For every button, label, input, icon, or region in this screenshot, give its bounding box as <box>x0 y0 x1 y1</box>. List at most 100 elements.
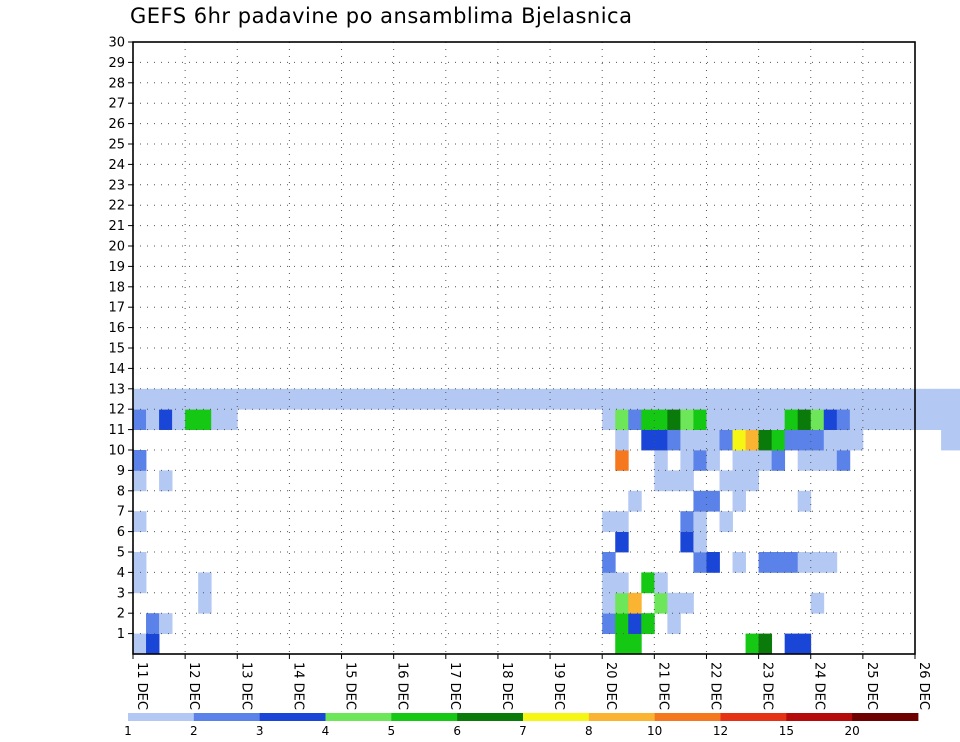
colorbar-label: 3 <box>256 724 264 738</box>
heatmap-cell <box>823 409 838 430</box>
heatmap-cell <box>915 409 929 430</box>
heatmap-cell <box>615 409 629 430</box>
y-tick-label: 25 <box>108 138 125 153</box>
y-tick-label: 12 <box>108 403 125 418</box>
heatmap-cell <box>745 409 759 430</box>
colorbar-swatch <box>588 713 656 721</box>
heatmap-cell <box>341 388 355 410</box>
heatmap-cell <box>654 470 668 492</box>
heatmap-cell <box>615 511 629 532</box>
y-tick-label: 7 <box>117 505 125 520</box>
y-tick-label: 4 <box>117 566 125 581</box>
x-tick-label: 24 DEC <box>812 662 827 710</box>
heatmap-cell <box>784 552 799 573</box>
heatmap-cell <box>615 613 629 634</box>
heatmap-cell <box>615 429 629 451</box>
heatmap-cell <box>797 490 812 512</box>
colorbar-label: 15 <box>779 724 794 738</box>
x-tick-label: 20 DEC <box>603 662 618 710</box>
y-tick-label: 2 <box>117 607 125 622</box>
heatmap-cell <box>654 572 668 594</box>
heatmap-cell <box>954 429 960 451</box>
heatmap-cell <box>849 429 864 451</box>
heatmap-cell <box>732 409 746 430</box>
colorbar-label: 6 <box>453 724 461 738</box>
x-tick-label: 21 DEC <box>655 662 670 710</box>
heatmap-cell <box>771 388 786 410</box>
heatmap-cell <box>888 409 903 430</box>
heatmap-cell <box>628 613 642 634</box>
heatmap-cell <box>654 388 668 410</box>
y-tick-label: 17 <box>108 301 125 316</box>
heatmap-cell <box>875 409 890 430</box>
x-tick-label: 17 DEC <box>447 662 462 710</box>
heatmap-cell <box>146 409 160 430</box>
heatmap-cell <box>615 592 629 614</box>
heatmap-cell <box>745 429 759 451</box>
heatmap-cell <box>784 388 799 410</box>
x-tick-label: 13 DEC <box>238 662 253 710</box>
heatmap-cell <box>693 511 707 532</box>
heatmap-cell <box>732 490 746 512</box>
y-tick-label: 6 <box>117 525 125 540</box>
colorbar-label: 20 <box>845 724 860 738</box>
axis-ticks: 1234567891011121314151617181920212223242… <box>108 36 931 710</box>
y-tick-label: 18 <box>108 280 125 295</box>
heatmap-cell <box>941 409 955 430</box>
heatmap-cell <box>497 388 512 410</box>
heatmap-cell <box>602 552 616 573</box>
heatmap-cell <box>589 388 603 410</box>
heatmap-cell <box>289 388 303 410</box>
heatmap-cell <box>836 429 851 451</box>
y-tick-label: 5 <box>117 546 125 561</box>
heatmap-cell <box>250 388 264 410</box>
heatmap-cell <box>667 592 681 614</box>
heatmap-cell <box>654 429 668 451</box>
heatmap-cell <box>836 450 851 471</box>
heatmap-cell <box>211 388 225 410</box>
heatmap-cell <box>276 388 290 410</box>
heatmap-cell <box>706 429 720 451</box>
heatmap-cell <box>954 409 960 430</box>
heatmap-cell <box>719 511 733 532</box>
heatmap-cell <box>224 409 238 430</box>
heatmap-cell <box>628 490 642 512</box>
y-tick-label: 24 <box>108 158 125 173</box>
heatmap-cell <box>784 429 799 451</box>
heatmap-cell <box>810 552 825 573</box>
colorbar-swatch <box>523 713 590 721</box>
heatmap-cell <box>680 388 694 410</box>
heatmap-cell <box>732 450 746 471</box>
heatmap-cell <box>797 388 812 410</box>
y-tick-label: 19 <box>108 260 125 275</box>
colorbar-label: 4 <box>322 724 330 738</box>
heatmap-cell <box>641 409 655 430</box>
heatmap-cell <box>602 613 616 634</box>
heatmap-cell <box>810 429 825 451</box>
heatmap-cell <box>693 388 707 410</box>
colorbar-swatch <box>128 713 195 721</box>
heatmap-cell <box>667 388 681 410</box>
heatmap-cell <box>654 409 668 430</box>
heatmap-cell <box>954 388 960 410</box>
heatmap-cell <box>810 388 825 410</box>
heatmap-cell <box>719 409 733 430</box>
heatmap-cell <box>745 388 759 410</box>
heatmap-cell <box>771 429 786 451</box>
heatmap-cell <box>823 388 838 410</box>
heatmap-cell <box>693 429 707 451</box>
heatmap-cell <box>836 409 851 430</box>
heatmap-cell <box>198 388 212 410</box>
colorbar-label: 10 <box>647 724 662 738</box>
heatmap-cell <box>849 409 864 430</box>
heatmap-cell <box>224 388 238 410</box>
y-tick-label: 13 <box>108 382 125 397</box>
colorbar-swatch <box>193 713 261 721</box>
y-tick-label: 15 <box>108 342 125 357</box>
x-tick-label: 23 DEC <box>760 662 775 710</box>
heatmap-cell <box>159 470 173 492</box>
x-tick-label: 12 DEC <box>186 662 201 710</box>
heatmap-cell <box>615 531 629 553</box>
y-tick-label: 27 <box>108 97 125 112</box>
